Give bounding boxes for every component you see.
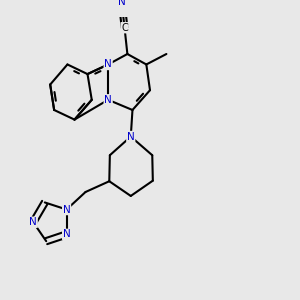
- Text: N: N: [63, 230, 70, 239]
- Text: N: N: [104, 59, 112, 70]
- Text: N: N: [63, 205, 70, 214]
- Text: N: N: [118, 0, 126, 7]
- Text: N: N: [127, 132, 135, 142]
- Text: N: N: [104, 95, 112, 105]
- Text: N: N: [29, 217, 37, 227]
- Text: C: C: [121, 23, 128, 33]
